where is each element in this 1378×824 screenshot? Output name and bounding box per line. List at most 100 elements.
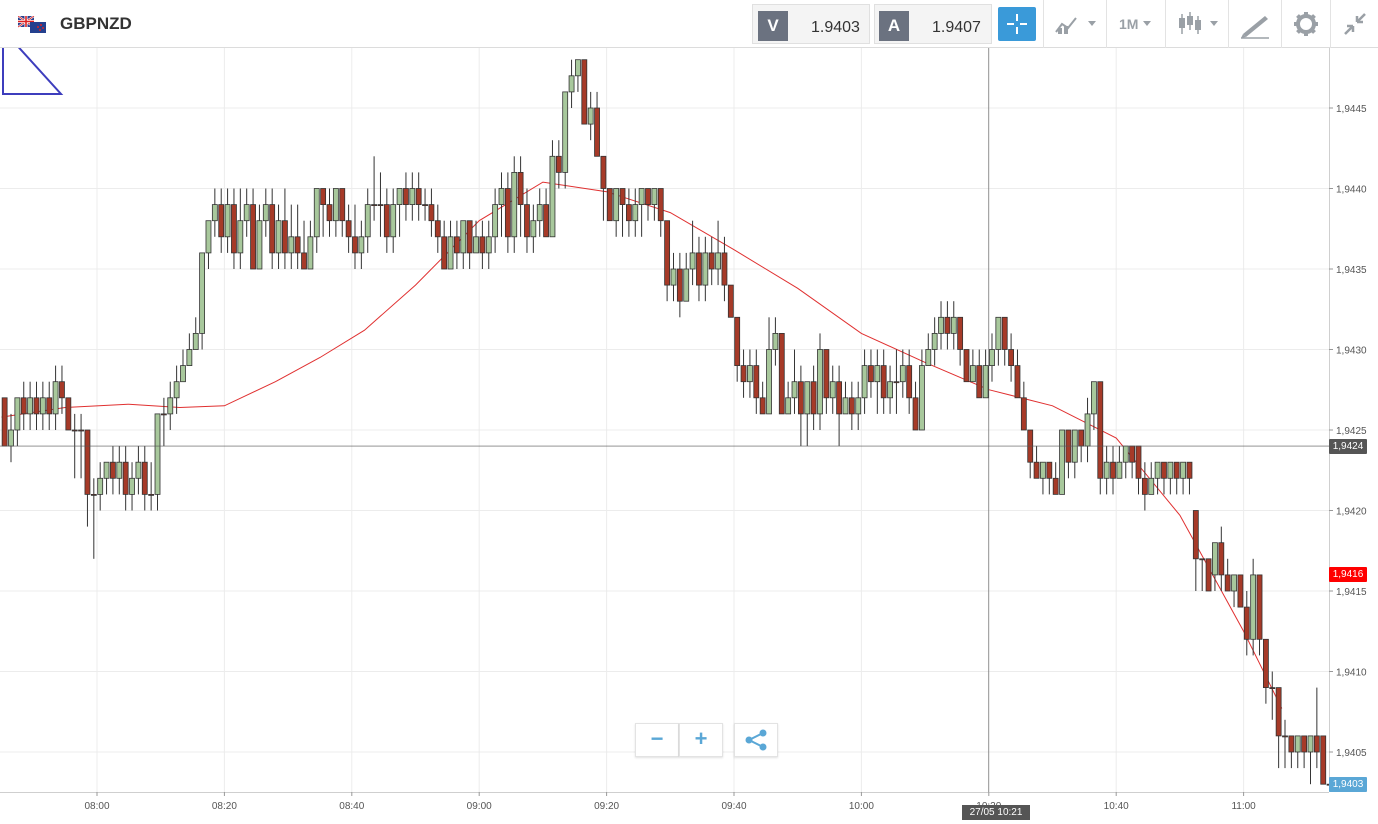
candle[interactable] xyxy=(262,188,269,237)
candle[interactable] xyxy=(383,188,390,253)
candle[interactable] xyxy=(460,220,467,269)
candle[interactable] xyxy=(103,461,110,495)
candle[interactable] xyxy=(199,252,206,350)
candle[interactable] xyxy=(396,188,403,237)
candle[interactable] xyxy=(848,381,855,430)
candle[interactable] xyxy=(664,220,671,302)
candle[interactable] xyxy=(676,252,683,318)
candle[interactable] xyxy=(842,381,849,415)
candle[interactable] xyxy=(1014,349,1021,399)
candle[interactable] xyxy=(925,333,932,367)
candle[interactable] xyxy=(154,413,161,511)
candle[interactable] xyxy=(141,446,148,511)
candle[interactable] xyxy=(1282,719,1288,769)
candle[interactable] xyxy=(39,381,46,430)
candle[interactable] xyxy=(1192,510,1199,592)
candle[interactable] xyxy=(1199,558,1206,591)
candle[interactable] xyxy=(90,478,97,559)
candle[interactable] xyxy=(702,236,709,302)
candle[interactable] xyxy=(301,220,307,270)
candle[interactable] xyxy=(581,59,588,125)
candle[interactable] xyxy=(969,349,976,383)
candle[interactable] xyxy=(466,220,473,269)
candle[interactable] xyxy=(167,381,174,430)
candle[interactable] xyxy=(606,188,613,222)
candle[interactable] xyxy=(689,220,696,286)
candle[interactable] xyxy=(1110,446,1116,495)
candle[interactable] xyxy=(186,333,193,367)
candle[interactable] xyxy=(683,252,690,302)
candle[interactable] xyxy=(211,188,218,237)
candle[interactable] xyxy=(938,301,944,350)
candle[interactable] xyxy=(778,332,785,415)
candle[interactable] xyxy=(1301,735,1308,769)
candle[interactable] xyxy=(1033,446,1040,479)
candle[interactable] xyxy=(517,156,524,237)
candle[interactable] xyxy=(1224,558,1231,592)
candle[interactable] xyxy=(352,204,358,269)
candle[interactable] xyxy=(721,236,728,302)
chart-type-button[interactable] xyxy=(1043,0,1105,48)
candle[interactable] xyxy=(377,172,384,237)
candle[interactable] xyxy=(1256,574,1263,656)
timeframe-button[interactable]: 1M xyxy=(1106,0,1164,48)
candle[interactable] xyxy=(759,381,766,415)
candle[interactable] xyxy=(65,397,72,431)
zoom-in-button[interactable]: + xyxy=(679,723,723,757)
candle[interactable] xyxy=(982,349,989,399)
candle[interactable] xyxy=(919,349,925,431)
candle[interactable] xyxy=(632,188,639,237)
candle[interactable] xyxy=(231,188,237,270)
candle[interactable] xyxy=(339,188,346,237)
candle[interactable] xyxy=(479,220,486,269)
triangle-drawing[interactable] xyxy=(2,48,64,95)
candle[interactable] xyxy=(600,155,607,221)
drawing-tools-button[interactable] xyxy=(1228,0,1280,48)
candle[interactable] xyxy=(46,381,53,430)
candle[interactable] xyxy=(422,188,428,221)
candle[interactable] xyxy=(454,220,460,269)
candle[interactable] xyxy=(1103,446,1110,495)
crosshair-button[interactable] xyxy=(998,7,1036,41)
candle[interactable] xyxy=(772,317,779,366)
candle[interactable] xyxy=(989,333,995,382)
candle[interactable] xyxy=(727,284,734,318)
candle[interactable] xyxy=(390,188,397,253)
candle[interactable] xyxy=(791,349,798,414)
candle[interactable] xyxy=(670,252,677,302)
candle[interactable] xyxy=(1173,461,1180,495)
candle[interactable] xyxy=(1001,316,1008,366)
candle[interactable] xyxy=(110,446,116,495)
candle[interactable] xyxy=(1,397,8,447)
candle[interactable] xyxy=(441,220,448,270)
candle[interactable] xyxy=(205,220,212,269)
candle[interactable] xyxy=(250,188,256,270)
candle[interactable] xyxy=(708,236,715,286)
candle[interactable] xyxy=(173,365,180,414)
candle[interactable] xyxy=(734,316,741,382)
candle[interactable] xyxy=(1250,558,1257,656)
candle[interactable] xyxy=(1294,735,1301,769)
candle[interactable] xyxy=(619,188,626,237)
candle[interactable] xyxy=(594,91,600,157)
candle[interactable] xyxy=(135,446,142,495)
candle[interactable] xyxy=(613,188,620,237)
candle[interactable] xyxy=(345,204,352,253)
candle[interactable] xyxy=(963,349,970,383)
candle[interactable] xyxy=(122,446,129,511)
candle[interactable] xyxy=(409,172,416,221)
candle[interactable] xyxy=(1059,429,1065,495)
settings-button[interactable] xyxy=(1281,0,1329,48)
candle[interactable] xyxy=(320,188,327,237)
candle[interactable] xyxy=(861,349,868,414)
candle[interactable] xyxy=(638,188,645,237)
candle[interactable] xyxy=(931,317,938,366)
share-button[interactable] xyxy=(734,723,778,757)
candle[interactable] xyxy=(555,140,562,189)
candle[interactable] xyxy=(1288,735,1295,769)
price-chart[interactable]: 1,9445 1,9440 1,9435 1,9430 1,9425 1,9420 1,94… xyxy=(0,48,1378,824)
candle[interactable] xyxy=(1148,462,1155,495)
candle[interactable] xyxy=(294,204,301,269)
candle[interactable] xyxy=(817,333,823,430)
candle[interactable] xyxy=(1307,735,1314,785)
